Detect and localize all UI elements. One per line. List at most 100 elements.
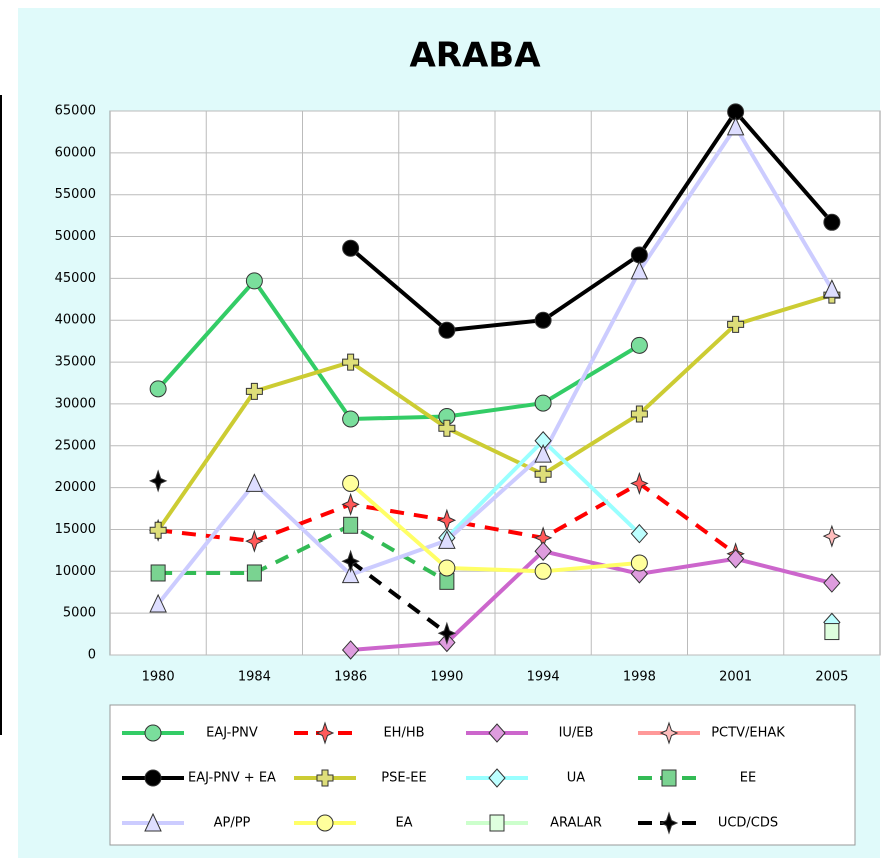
marker: [488, 723, 506, 743]
marker: [824, 623, 840, 641]
legend-label: UA: [567, 771, 586, 786]
y-tick-label: 60000: [55, 145, 96, 160]
marker: [341, 640, 360, 660]
marker: [630, 246, 648, 264]
marker: [726, 549, 745, 569]
marker: [341, 564, 360, 584]
marker: [149, 380, 167, 398]
marker: [341, 549, 360, 573]
marker: [315, 721, 335, 745]
marker: [246, 564, 262, 582]
marker: [144, 769, 162, 787]
marker: [488, 768, 506, 788]
legend-label: AP/PP: [214, 816, 251, 831]
marker: [148, 469, 168, 493]
marker: [342, 410, 360, 428]
x-tick-label: 2005: [815, 670, 848, 685]
marker: [823, 279, 841, 298]
marker: [342, 353, 360, 371]
marker: [316, 769, 334, 787]
marker: [534, 541, 552, 561]
series-line: [349, 559, 449, 635]
x-tick-label: 2001: [719, 670, 752, 685]
y-tick-label: 45000: [55, 271, 96, 286]
x-tick-label: 1998: [623, 670, 656, 685]
marker: [144, 812, 162, 832]
legend-label: PSE-EE: [381, 771, 426, 786]
marker: [659, 811, 679, 835]
marker: [438, 419, 456, 437]
y-tick-label: 20000: [55, 480, 96, 495]
chart-title: ARABA: [409, 36, 541, 76]
marker: [316, 814, 334, 832]
legend-label: EA: [395, 816, 412, 831]
y-tick-label: 40000: [55, 313, 96, 328]
legend-label: PCTV/EHAK: [711, 726, 785, 741]
legend-label: ARALAR: [550, 816, 602, 831]
marker: [342, 474, 360, 492]
marker: [149, 593, 167, 613]
legend-label: EAJ-PNV + EA: [188, 771, 276, 786]
marker: [245, 473, 264, 492]
legend-label: IU/EB: [559, 726, 594, 741]
marker: [534, 562, 552, 580]
marker: [150, 564, 166, 582]
legend-label: EH/HB: [383, 726, 424, 741]
y-tick-label: 10000: [55, 564, 96, 579]
marker: [630, 336, 648, 354]
y-tick-label: 35000: [55, 355, 96, 370]
y-tick-label: 5000: [63, 606, 96, 621]
legend-label: UCD/CDS: [718, 816, 778, 831]
marker: [245, 272, 263, 290]
series-line: [156, 123, 834, 606]
marker: [534, 443, 552, 463]
series-line: [349, 481, 640, 574]
x-tick-label: 1984: [238, 670, 271, 685]
marker: [534, 311, 552, 329]
marker: [727, 315, 745, 333]
series-line: [156, 277, 641, 422]
marker: [534, 394, 552, 412]
x-tick-label: 1986: [334, 670, 367, 685]
series-line: [350, 549, 833, 652]
x-tick-label: 1980: [142, 670, 175, 685]
marker: [341, 492, 360, 516]
marker: [659, 721, 679, 745]
y-tick-label: 55000: [55, 187, 96, 202]
series-line: [349, 108, 834, 333]
series-line: [156, 293, 833, 532]
marker: [149, 521, 167, 539]
y-tick-label: 0: [88, 648, 96, 663]
y-tick-label: 50000: [55, 229, 96, 244]
x-tick-label: 1994: [527, 670, 560, 685]
y-tick-label: 65000: [55, 104, 96, 119]
marker: [438, 559, 456, 577]
marker: [438, 530, 456, 549]
marker: [245, 529, 264, 553]
marker: [630, 523, 649, 544]
marker: [823, 573, 841, 593]
y-tick-label: 15000: [55, 522, 96, 537]
marker: [630, 405, 648, 423]
marker: [630, 260, 649, 280]
marker: [630, 471, 649, 496]
marker: [822, 524, 842, 548]
marker: [489, 814, 505, 832]
marker: [245, 382, 263, 400]
marker: [343, 516, 359, 534]
y-tick-label: 30000: [55, 396, 96, 411]
series-line: [158, 523, 448, 584]
marker: [661, 769, 677, 787]
marker: [342, 239, 360, 257]
marker: [437, 621, 457, 645]
legend-label: EE: [740, 771, 756, 786]
marker: [438, 321, 456, 339]
legend-label: EAJ-PNV: [206, 726, 258, 741]
x-tick-label: 1990: [430, 670, 463, 685]
marker: [144, 724, 162, 742]
marker: [823, 213, 841, 231]
y-tick-label: 25000: [55, 438, 96, 453]
marker: [726, 116, 745, 136]
marker: [534, 465, 552, 483]
